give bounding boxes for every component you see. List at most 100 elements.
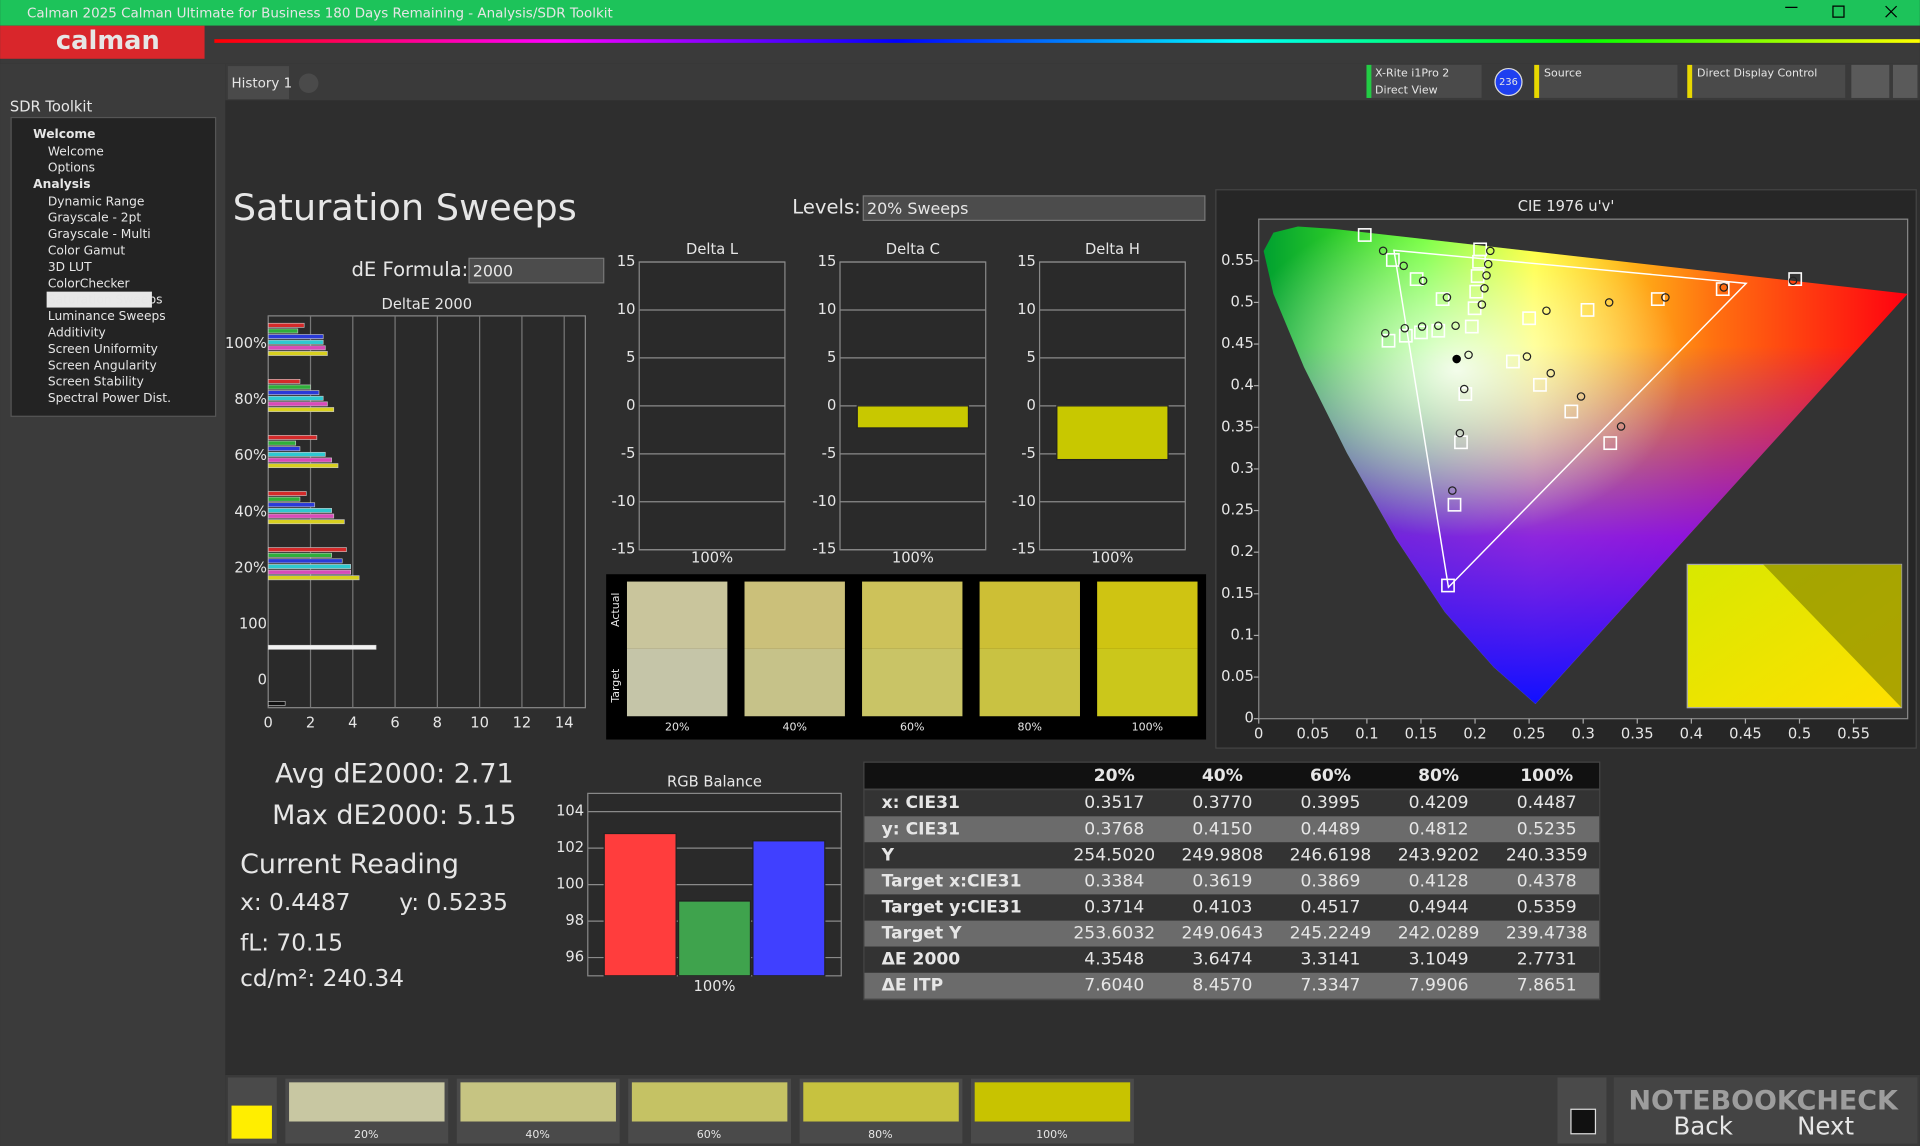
title-bar (0, 0, 1920, 26)
logo-box[interactable] (0, 25, 205, 59)
tree-item: Luminance Sweeps (48, 309, 166, 323)
patch-label: 60% (697, 1128, 721, 1141)
page-title: Saturation Sweeps (233, 186, 577, 229)
measured-point (1480, 284, 1489, 293)
table-cell: 0.3384 (1084, 871, 1144, 891)
add-tab[interactable] (298, 73, 319, 94)
chart-title: Delta C (886, 241, 940, 258)
x-tick-label: 100% (1091, 549, 1133, 566)
swatch-target (979, 648, 1080, 717)
table-cell: 0.4103 (1192, 897, 1252, 917)
target-point (1464, 319, 1479, 334)
tree-item: Saturation Sweeps (48, 293, 163, 307)
bar (267, 379, 301, 384)
bar (1056, 405, 1169, 461)
y-tick-label: -10 (612, 493, 636, 510)
watermark: NOTEBOOKCHECK (1628, 1085, 1899, 1116)
tab[interactable] (227, 66, 290, 100)
y-tick-label: 98 (565, 912, 584, 929)
measured-point (1604, 298, 1614, 307)
table-cell: 7.6040 (1084, 976, 1144, 996)
y-tick-label: 100% (225, 335, 267, 352)
meter-name: X-Rite i1Pro 2 (1375, 66, 1449, 79)
x-tick-label: 2 (306, 715, 315, 732)
source-box[interactable] (1534, 64, 1678, 98)
reading-y: y: 0.5235 (399, 889, 508, 916)
y-tick-label: 104 (556, 803, 584, 820)
measured-point (1399, 261, 1408, 271)
table-cell: 3.1049 (1409, 950, 1469, 970)
badge[interactable] (1494, 67, 1523, 97)
table-cell: 0.3869 (1301, 871, 1361, 891)
x-tick-label: 0.1 (1355, 726, 1378, 743)
tree-item: ColorChecker (48, 276, 131, 290)
table-cell: 0.3619 (1192, 871, 1252, 891)
measured-point (1418, 276, 1428, 286)
table-row (864, 894, 1600, 921)
swatch-actual (626, 581, 728, 649)
collapse-button[interactable] (1892, 64, 1918, 98)
display-box[interactable] (1687, 64, 1846, 98)
bar (267, 328, 299, 334)
table-cell: 243.9202 (1398, 845, 1480, 865)
meter-box[interactable] (1366, 64, 1482, 98)
bar (267, 502, 316, 508)
formula-dropdown[interactable] (468, 257, 605, 284)
chart-title: CIE 1976 u'v' (1518, 198, 1615, 215)
bar (267, 351, 328, 356)
bar (267, 401, 328, 407)
y-tick-label: 40% (234, 503, 267, 520)
swatch-target (626, 648, 728, 717)
white-point (1452, 354, 1461, 364)
table-row (864, 842, 1600, 869)
tree-item: Color Gamut (48, 243, 125, 257)
x-tick-label: 0.35 (1621, 726, 1654, 743)
meter-mode: Direct View (1375, 84, 1438, 97)
x-tick-label: 100% (691, 549, 733, 566)
bar (267, 569, 351, 575)
reading-fl: fL: 70.15 (240, 929, 343, 956)
y-tick-label: 0 (1244, 710, 1253, 727)
bar (267, 513, 335, 519)
tree-item: Dynamic Range (48, 194, 145, 208)
source-label: Source (1544, 66, 1582, 79)
formula-value: 2000 (473, 261, 513, 280)
bar (267, 701, 286, 706)
gamut-triangle (1393, 249, 1748, 589)
patch-color (289, 1082, 445, 1122)
y-tick-label: 10 (818, 301, 837, 318)
table-column: 100% (1520, 766, 1573, 786)
nav-buttons[interactable] (1613, 1077, 1918, 1144)
y-tick-label: 10 (617, 301, 636, 318)
measured-point (1483, 259, 1493, 269)
table-cell: 240.3359 (1506, 845, 1588, 865)
swatch-side-label: Target (609, 668, 622, 704)
swatch-actual (1097, 581, 1198, 649)
y-tick-label: 0.35 (1221, 418, 1254, 435)
bar (267, 552, 332, 558)
swatch-actual (744, 581, 845, 649)
table-cell: 0.3770 (1192, 793, 1252, 813)
y-tick-label: 5 (626, 349, 635, 366)
window-controls[interactable] (1785, 5, 1898, 18)
settings-button[interactable] (1851, 64, 1890, 98)
y-tick-label: -15 (1012, 541, 1036, 558)
bar (267, 644, 377, 650)
levels-dropdown[interactable] (862, 195, 1206, 221)
table-cell: 0.4487 (1517, 793, 1577, 813)
tree-item: Spectral Power Dist. (48, 391, 171, 405)
table-row-label: Y (881, 845, 895, 865)
patch-color (460, 1082, 616, 1122)
y-tick-label: 15 (1017, 253, 1036, 270)
bar (267, 390, 320, 396)
y-tick-label: 102 (556, 839, 584, 856)
meter-status (1366, 64, 1372, 98)
table-cell: 2.7731 (1517, 950, 1577, 970)
table-cell: 249.9808 (1182, 845, 1264, 865)
target-point (1603, 436, 1618, 451)
swatch-label: 20% (665, 720, 689, 733)
y-tick-label: -5 (1021, 445, 1036, 462)
tree-item: Grayscale - 2pt (48, 211, 142, 225)
tree-selection (46, 291, 152, 308)
display-label: Direct Display Control (1697, 66, 1817, 79)
